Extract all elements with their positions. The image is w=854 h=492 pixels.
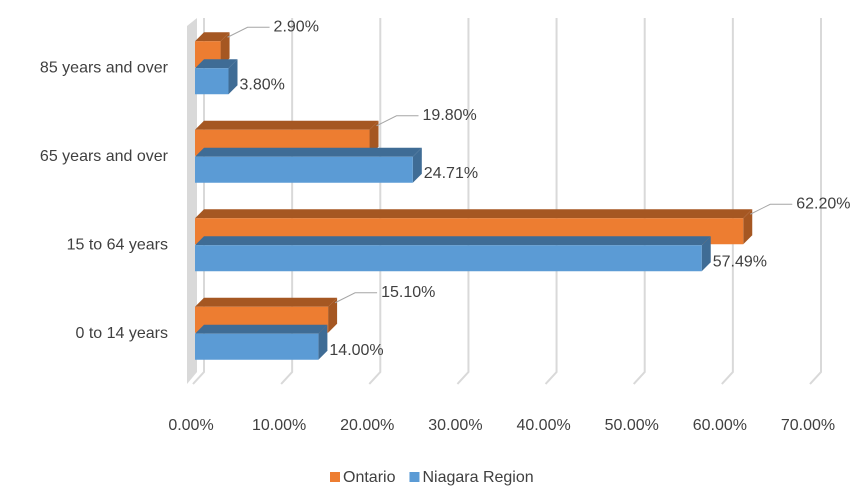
legend-label: Niagara Region bbox=[422, 469, 533, 486]
data-label: 15.10% bbox=[381, 284, 435, 301]
bar-face bbox=[195, 324, 328, 334]
leader-line bbox=[227, 26, 270, 38]
data-label: 62.20% bbox=[796, 195, 850, 212]
x-tick-label: 0.00% bbox=[168, 417, 213, 434]
bar bbox=[195, 147, 422, 183]
bar-face bbox=[412, 147, 422, 183]
data-label: 2.90% bbox=[274, 18, 319, 35]
y-tick-label: 85 years and over bbox=[40, 59, 169, 76]
legend-swatch bbox=[330, 472, 340, 482]
data-label: 57.49% bbox=[713, 253, 767, 270]
leader-line bbox=[376, 115, 419, 127]
data-label: 24.71% bbox=[424, 165, 478, 182]
x-tick-label: 20.00% bbox=[340, 417, 394, 434]
bar bbox=[195, 236, 711, 272]
bar-face bbox=[195, 68, 229, 95]
data-label: 14.00% bbox=[329, 342, 383, 359]
grid-line bbox=[368, 18, 382, 385]
bar-face bbox=[195, 156, 413, 183]
bar-face bbox=[701, 236, 711, 272]
y-tick-label: 15 to 64 years bbox=[67, 236, 168, 253]
data-label: 19.80% bbox=[423, 107, 477, 124]
bar-face bbox=[195, 120, 379, 130]
bar-face bbox=[195, 245, 702, 272]
bar-face bbox=[220, 32, 230, 68]
bar bbox=[195, 324, 328, 360]
x-tick-label: 40.00% bbox=[516, 417, 570, 434]
grid-line bbox=[632, 18, 646, 385]
y-tick-label: 65 years and over bbox=[40, 148, 169, 165]
x-tick-label: 10.00% bbox=[252, 417, 306, 434]
data-label: 3.80% bbox=[239, 76, 284, 93]
bar-face bbox=[195, 32, 230, 42]
bar-face bbox=[328, 297, 338, 333]
bar-face bbox=[195, 333, 319, 360]
legend-label: Ontario bbox=[343, 469, 396, 486]
x-tick-label: 60.00% bbox=[693, 417, 747, 434]
bar-face bbox=[369, 120, 379, 156]
x-tick-label: 30.00% bbox=[428, 417, 482, 434]
bar-face bbox=[195, 147, 422, 157]
bar-face bbox=[743, 209, 753, 245]
bar-face bbox=[195, 236, 711, 246]
grid-line bbox=[544, 18, 558, 385]
bar-face bbox=[195, 209, 753, 219]
bar-face bbox=[195, 59, 238, 69]
grid-line bbox=[456, 18, 470, 385]
leader-line bbox=[750, 203, 793, 215]
wall bbox=[187, 18, 197, 384]
bar-face bbox=[228, 59, 238, 95]
x-tick-label: 50.00% bbox=[605, 417, 659, 434]
y-tick-label: 0 to 14 years bbox=[76, 325, 169, 342]
bar-face bbox=[318, 324, 328, 360]
legend-swatch bbox=[409, 472, 420, 482]
x-tick-label: 70.00% bbox=[781, 417, 835, 434]
bar-face bbox=[195, 297, 338, 307]
grid-line bbox=[809, 18, 822, 385]
grid-line bbox=[721, 18, 734, 385]
bar bbox=[195, 59, 238, 95]
leader-line bbox=[334, 292, 378, 304]
